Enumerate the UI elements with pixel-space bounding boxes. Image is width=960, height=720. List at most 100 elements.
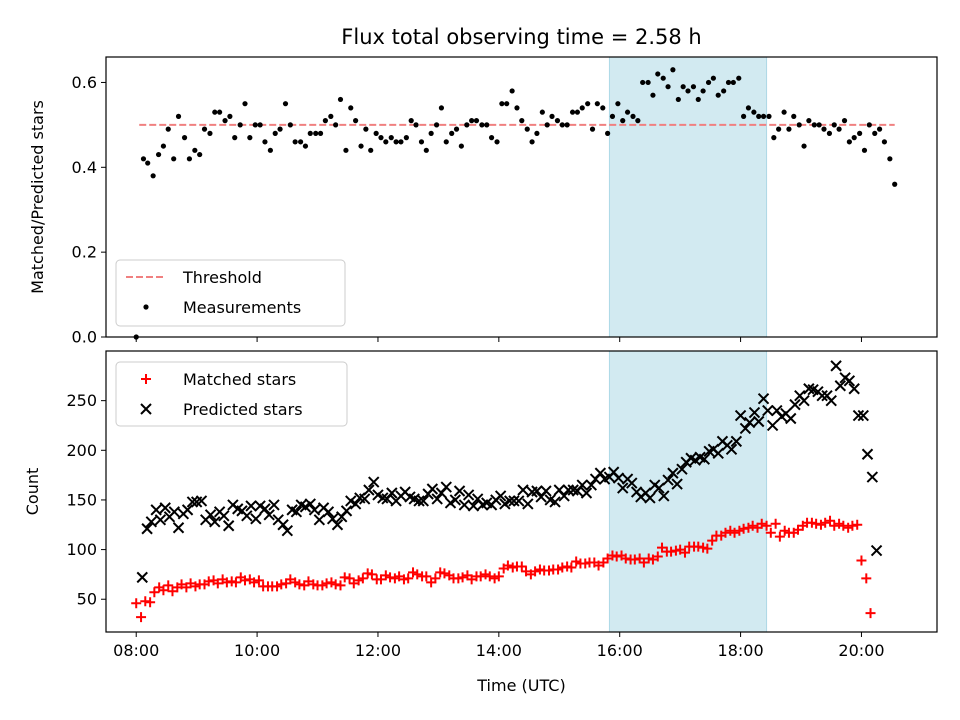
data-point xyxy=(298,139,304,145)
data-point xyxy=(747,520,758,531)
data-point xyxy=(770,518,781,529)
data-point xyxy=(163,580,174,591)
data-point xyxy=(730,79,736,86)
data-point xyxy=(576,479,588,491)
data-point xyxy=(564,122,570,128)
data-point xyxy=(403,135,409,141)
data-point xyxy=(757,392,770,405)
data-point xyxy=(281,525,294,537)
data-point xyxy=(594,101,600,107)
data-point xyxy=(816,122,822,128)
data-point xyxy=(620,118,626,124)
data-point xyxy=(418,139,425,145)
data-point xyxy=(796,122,802,128)
data-point xyxy=(467,500,480,512)
data-point xyxy=(499,101,505,107)
data-point xyxy=(549,496,561,508)
data-point xyxy=(766,419,779,432)
data-point xyxy=(712,447,724,459)
data-point xyxy=(165,126,171,132)
data-point xyxy=(791,113,797,119)
data-point xyxy=(760,113,767,119)
data-point xyxy=(519,118,525,124)
data-point xyxy=(785,412,797,425)
data-point xyxy=(558,490,570,502)
y-tick-label: 250 xyxy=(66,391,97,410)
data-point xyxy=(670,67,676,73)
x-tick-label: 12:00 xyxy=(355,641,401,660)
data-point xyxy=(566,562,577,573)
data-point xyxy=(335,580,346,591)
data-point xyxy=(866,122,872,128)
data-point xyxy=(366,569,377,580)
data-point xyxy=(308,504,321,516)
data-point xyxy=(529,139,535,145)
series-predicted-stars xyxy=(137,361,883,584)
data-point xyxy=(171,156,177,162)
legend-swatch xyxy=(141,374,151,384)
data-point xyxy=(766,113,772,119)
data-point xyxy=(876,126,883,132)
data-point xyxy=(710,75,716,81)
data-point xyxy=(439,568,450,579)
data-point xyxy=(680,84,686,90)
data-point xyxy=(393,139,399,145)
data-point xyxy=(892,181,898,187)
data-point xyxy=(159,502,171,514)
data-point xyxy=(861,573,872,584)
data-point xyxy=(268,499,280,511)
data-point xyxy=(865,608,876,619)
data-point xyxy=(836,126,842,132)
data-point xyxy=(841,118,848,124)
x-axis-label: Time (UTC) xyxy=(476,676,565,695)
data-point xyxy=(247,135,253,141)
x-tick-label: 10:00 xyxy=(234,641,280,660)
data-point xyxy=(624,109,631,115)
data-point xyxy=(443,139,449,145)
data-point xyxy=(589,126,596,132)
data-point xyxy=(131,598,142,609)
data-point xyxy=(212,109,218,115)
data-point xyxy=(530,566,541,577)
data-point xyxy=(282,101,289,107)
data-point xyxy=(186,156,193,162)
data-point xyxy=(665,84,671,90)
legend: Threshold Measurements xyxy=(115,259,346,327)
data-point xyxy=(333,122,339,128)
data-point xyxy=(172,522,185,534)
data-point xyxy=(484,571,495,582)
data-point xyxy=(857,130,863,136)
legend-box xyxy=(115,361,348,427)
data-point xyxy=(317,130,324,136)
data-point xyxy=(761,520,772,531)
data-point xyxy=(734,409,747,422)
data-point xyxy=(640,79,646,86)
data-point xyxy=(241,510,253,522)
data-point xyxy=(412,569,423,580)
data-point xyxy=(698,453,711,465)
data-point xyxy=(803,383,815,395)
data-point xyxy=(820,517,831,528)
data-point xyxy=(580,487,593,499)
data-point xyxy=(540,485,552,497)
data-point xyxy=(227,113,233,119)
data-point xyxy=(290,506,303,518)
data-point xyxy=(671,478,683,490)
y-tick-label: 0.2 xyxy=(72,243,97,262)
data-point xyxy=(524,126,530,132)
x-tick-label: 14:00 xyxy=(476,641,522,660)
data-point xyxy=(158,585,169,596)
data-point xyxy=(313,130,319,136)
data-point xyxy=(531,485,543,497)
data-point xyxy=(287,122,293,128)
y-tick-label: 150 xyxy=(66,490,97,509)
data-point xyxy=(209,516,221,528)
legend-box xyxy=(115,259,346,327)
data-point xyxy=(730,435,743,448)
data-point xyxy=(204,509,217,521)
data-point xyxy=(846,139,852,145)
x-tick-label: 16:00 xyxy=(597,641,643,660)
data-point xyxy=(781,109,787,115)
data-point xyxy=(685,88,691,94)
data-point xyxy=(368,476,380,488)
